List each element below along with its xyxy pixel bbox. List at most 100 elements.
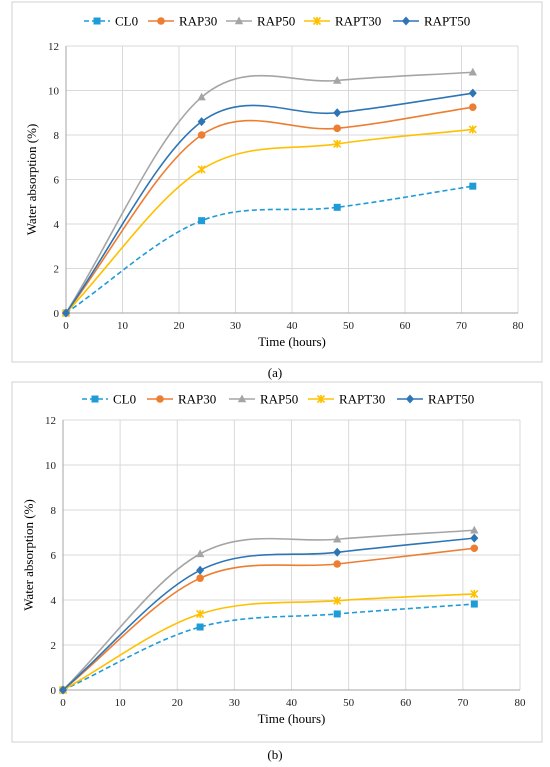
legend-rap30-marker (157, 17, 165, 25)
point-rapt30-marker (333, 139, 342, 148)
y-tick-label: 12 (48, 41, 59, 53)
point-rapt50-marker (62, 308, 70, 318)
point-rapt30-marker (468, 125, 477, 134)
series-line-rapt30 (65, 128, 473, 314)
legend-item-rap50: RAP50 (226, 14, 295, 29)
point-rapt50-marker (197, 117, 206, 127)
legend-rapt50-marker (406, 394, 414, 404)
point-cl0-marker (470, 600, 478, 608)
x-tick-label: 40 (287, 320, 299, 332)
legend-rap50-marker (234, 16, 244, 25)
y-axis-label: Water absorption (%) (21, 499, 36, 611)
legend-rap30-marker (156, 395, 164, 403)
series-line-rap50 (62, 529, 475, 691)
legend-label: CL0 (113, 392, 136, 407)
x-tick-label: 30 (230, 320, 242, 332)
series-line-cl0 (65, 185, 473, 314)
point-rap30-marker (333, 124, 342, 133)
x-tick-label: 80 (515, 697, 527, 709)
legend-label: RAPT50 (428, 392, 474, 407)
x-tick-label: 20 (174, 320, 186, 332)
panel-label: (b) (267, 747, 282, 762)
point-rapt50-marker (333, 547, 342, 557)
series-line-rap30 (65, 106, 473, 314)
point-rap30-marker (469, 103, 477, 111)
x-tick-label: 30 (229, 697, 241, 709)
y-tick-label: 10 (48, 86, 60, 98)
legend: CL0 RAP30 RAP50 RAPT30 RAPT50 (82, 392, 474, 407)
series-line-rap50 (65, 71, 473, 314)
point-rapt50-marker (59, 685, 67, 695)
y-tick-label: 2 (54, 264, 60, 276)
chart-frame (11, 381, 543, 743)
point-rap30-marker (196, 574, 204, 582)
y-tick-label: 0 (54, 308, 60, 320)
legend-label: RAP30 (179, 14, 217, 29)
point-cl0-marker (198, 217, 206, 225)
y-tick-label: 10 (45, 460, 57, 472)
point-rap50-marker (333, 75, 342, 84)
chart-panel-b: 0 2 4 6 8 10 12 0 10 20 30 40 50 60 70 80 Time (hours) Wa… (11, 381, 543, 762)
y-tick-label: 8 (51, 505, 57, 517)
legend-item-cl0: CL0 (82, 392, 136, 407)
legend-item-rapt30: RAPT30 (308, 392, 385, 407)
legend: CL0 RAP30 RAP50 RAPT30 RAPT50 (84, 14, 470, 29)
series-line-cl0 (62, 603, 475, 691)
legend-item-rap50: RAP50 (229, 392, 298, 407)
y-tick-label: 12 (45, 415, 56, 427)
x-tick-label: 40 (286, 697, 298, 709)
series-rapt50 (59, 533, 479, 695)
legend-item-rap30: RAP30 (147, 392, 216, 407)
legend-rapt30-marker (316, 394, 326, 404)
legend-label: RAP50 (257, 14, 295, 29)
y-tick-label: 2 (51, 640, 57, 652)
legend-item-rapt50: RAPT50 (393, 14, 470, 29)
legend-rapt50-marker (402, 16, 410, 26)
point-rapt50-marker (468, 88, 477, 98)
x-tick-label: 0 (63, 320, 69, 332)
legend-label: RAP50 (260, 392, 298, 407)
series-rapt50 (62, 88, 477, 318)
y-axis-label: Water absorption (%) (24, 124, 39, 236)
point-rap50-marker (195, 549, 205, 558)
legend-cl0-marker (93, 17, 101, 25)
x-tick-label: 80 (513, 320, 525, 332)
legend-item-rap30: RAP30 (148, 14, 217, 29)
legend-item-rapt30: RAPT30 (304, 14, 381, 29)
point-rap30-marker (197, 131, 206, 139)
panel-label: (a) (268, 365, 282, 380)
series-line-rapt50 (62, 537, 475, 691)
point-rap50-marker (470, 525, 479, 534)
series-line-rapt50 (65, 92, 473, 314)
x-axis-label: Time (hours) (258, 711, 326, 726)
legend-rapt30-marker (312, 16, 322, 26)
y-tick-label: 4 (54, 219, 60, 231)
point-rap30-marker (470, 544, 479, 553)
y-tick-label: 8 (54, 130, 60, 142)
series-line-rapt30 (62, 593, 475, 691)
x-axis-label: Time (hours) (258, 334, 326, 349)
legend-label: CL0 (115, 14, 138, 29)
x-tick-label: 10 (117, 320, 129, 332)
legend-item-cl0: CL0 (84, 14, 138, 29)
point-rap30-marker (333, 560, 342, 568)
x-tick-label: 0 (60, 697, 66, 709)
legend-label: RAPT30 (335, 14, 381, 29)
point-rapt50-marker (333, 108, 342, 118)
point-rapt30-marker (197, 165, 206, 174)
point-rapt50-marker (196, 565, 205, 575)
legend-cl0-marker (91, 395, 99, 403)
legend-item-rapt50: RAPT50 (397, 392, 474, 407)
x-tick-label: 70 (457, 697, 469, 709)
chart-frame (11, 1, 543, 363)
x-tick-label: 70 (456, 320, 468, 332)
point-rapt30-marker (470, 589, 479, 598)
point-rap50-marker (468, 67, 477, 76)
legend-label: RAP30 (178, 392, 216, 407)
y-tick-label: 4 (51, 595, 57, 607)
y-tick-label: 6 (51, 550, 57, 562)
series-line-rap30 (62, 547, 475, 691)
point-cl0-marker (333, 203, 341, 211)
y-tick-label: 6 (54, 175, 60, 187)
x-tick-label: 50 (343, 697, 355, 709)
